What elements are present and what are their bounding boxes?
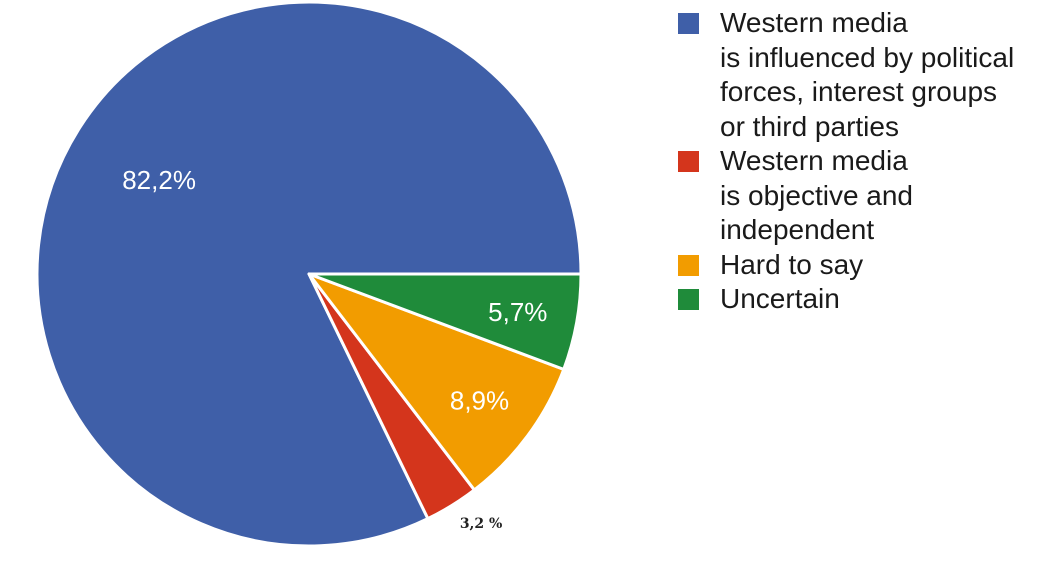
legend-item-hard-to-say: Hard to say [678, 248, 1058, 283]
pie-slice-hard-to-say [307, 272, 566, 492]
pie-value-label-political-influence: 82,2% [122, 165, 196, 195]
pie-value-label-objective: 3,2 % [460, 516, 503, 532]
legend-label-uncertain: Uncertain [720, 283, 840, 314]
legend-swatch-objective [678, 151, 699, 172]
legend-item-objective: Western media is objective and independe… [678, 144, 1058, 248]
legend-label-political-influence: Western media is influenced by political… [720, 7, 1015, 142]
legend-item-political-influence: Western media is influenced by political… [678, 6, 1058, 144]
legend-item-uncertain: Uncertain [678, 282, 1058, 317]
pie-value-label-hard-to-say: 8,9% [450, 385, 509, 415]
pie-value-label-uncertain: 5,7% [488, 297, 547, 327]
legend: Western media is influenced by political… [678, 6, 1058, 317]
legend-swatch-political-influence [678, 13, 699, 34]
legend-label-hard-to-say: Hard to say [720, 248, 864, 280]
legend-swatch-hard-to-say [678, 254, 699, 276]
pie-slice-uncertain [307, 272, 583, 371]
pie-slices [35, 0, 583, 548]
pie-value-labels: 82,2% 3,2 % 8,9% 5,7% [122, 165, 547, 532]
legend-label-objective: Western media is objective and independe… [720, 145, 914, 245]
legend-swatch-uncertain [678, 289, 699, 310]
pie-slice-political-influence [35, 0, 583, 548]
